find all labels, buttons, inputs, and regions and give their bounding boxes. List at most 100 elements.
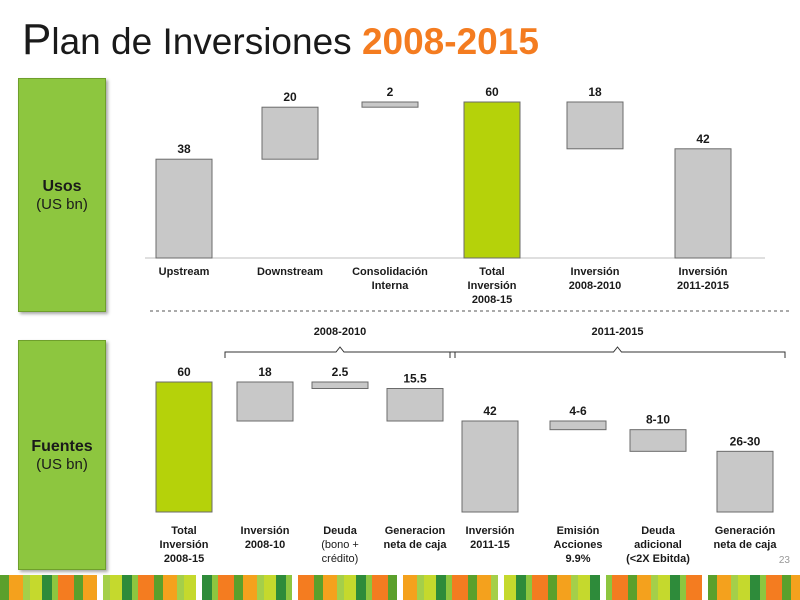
fuentes-category-label-1-1: 2008-10 (245, 539, 285, 551)
usos-unit: (US bn) (36, 195, 88, 213)
footer-stripe-segment (0, 575, 9, 600)
usos-category-label-4-1: 2008-2010 (569, 280, 622, 292)
usos-category-label-2-1: Interna (372, 280, 410, 292)
fuentes-category-label-6-0: Deuda (641, 525, 676, 537)
footer-stripe-segment (372, 575, 388, 600)
footer-stripe-segment (257, 575, 264, 600)
footer-stripe-segment (154, 575, 163, 600)
footer-stripe-segment (264, 575, 276, 600)
fuentes-value-label-0: 60 (177, 365, 191, 379)
footer-stripe-segment (103, 575, 110, 600)
fuentes-value-label-5: 4-6 (569, 404, 587, 418)
footer-stripe-segment (670, 575, 680, 600)
fuentes-bar-2 (311, 381, 369, 389)
fuentes-category-label-2-0: Deuda (323, 525, 358, 537)
period-bracket-0 (224, 346, 456, 358)
footer-stripe-segment (516, 575, 526, 600)
footer-stripe-segment (651, 575, 658, 600)
fuentes-bar-5 (549, 420, 607, 431)
usos-category-label-3-1: Inversión (468, 280, 517, 292)
footer-stripe-segment (782, 575, 791, 600)
fuentes-value-label-3: 15.5 (403, 372, 427, 386)
footer-stripe-segment (243, 575, 257, 600)
footer-stripe-segment (58, 575, 74, 600)
usos-category-label-3-2: 2008-15 (472, 294, 512, 306)
fuentes-category-label-0-1: Inversión (160, 539, 209, 551)
footer-stripe-segment (337, 575, 344, 600)
usos-category-label-2-0: Consolidación (352, 266, 428, 278)
usos-bar-3 (463, 101, 521, 259)
footer-stripe-segment (424, 575, 436, 600)
footer-stripe-segment (571, 575, 578, 600)
fuentes-value-label-4: 42 (483, 404, 497, 418)
fuentes-heading: Fuentes (31, 437, 93, 455)
fuentes-category-label-5-2: 9.9% (565, 553, 590, 565)
footer-stripe-segment (477, 575, 491, 600)
footer-stripe-segment (132, 575, 138, 600)
footer-stripe-segment (42, 575, 52, 600)
usos-category-label-5-0: Inversión (679, 266, 728, 278)
usos-bar-2 (361, 101, 419, 108)
footer-stripe-segment (791, 575, 800, 600)
footer-stripe-segment (417, 575, 424, 600)
footer-stripe-segment (388, 575, 397, 600)
fuentes-category-label-7-0: Generación (715, 525, 776, 537)
usos-value-label-0: 38 (177, 142, 191, 156)
footer-stripe-segment (658, 575, 670, 600)
footer-stripe-segment (9, 575, 23, 600)
period-bracket-1 (449, 346, 786, 358)
fuentes-panel: Fuentes (US bn) (18, 340, 106, 570)
footer-stripe-segment (750, 575, 760, 600)
usos-value-label-5: 42 (696, 132, 710, 146)
footer-stripe-segment (366, 575, 372, 600)
footer-stripe (0, 575, 800, 600)
fuentes-category-label-4-1: 2011-15 (470, 539, 510, 551)
footer-stripe-segment (218, 575, 234, 600)
fuentes-bar-3 (386, 388, 444, 422)
usos-value-label-2: 2 (387, 85, 394, 99)
fuentes-value-label-2: 2.5 (332, 365, 349, 379)
fuentes-category-label-2-2: crédito) (322, 553, 359, 565)
fuentes-category-label-1-0: Inversión (241, 525, 290, 537)
fuentes-unit: (US bn) (36, 455, 88, 473)
fuentes-bar-7 (716, 450, 774, 513)
footer-stripe-segment (122, 575, 132, 600)
footer-stripe-segment (766, 575, 782, 600)
footer-stripe-segment (526, 575, 532, 600)
footer-stripe-segment (202, 575, 212, 600)
fuentes-category-label-7-1: neta de caja (714, 539, 778, 551)
fuentes-category-label-4-0: Inversión (466, 525, 515, 537)
usos-bar-0 (155, 158, 213, 259)
period-bracket-label-0: 2008-2010 (314, 326, 367, 338)
fuentes-category-label-2-1: (bono + (321, 539, 359, 551)
fuentes-value-label-1: 18 (258, 365, 272, 379)
footer-stripe-segment (686, 575, 702, 600)
fuentes-category-label-0-2: 2008-15 (164, 553, 204, 565)
title-prefix: lan de Inversiones (51, 21, 362, 62)
fuentes-category-label-3-0: Generacion (385, 525, 446, 537)
fuentes-value-label-7: 26-30 (730, 434, 761, 448)
fuentes-bar-0 (155, 381, 213, 513)
footer-stripe-segment (52, 575, 58, 600)
footer-stripe-segment (738, 575, 750, 600)
footer-stripe-segment (184, 575, 196, 600)
usos-bar-1 (261, 106, 319, 160)
footer-stripe-segment (344, 575, 356, 600)
page-title: Plan de Inversiones 2008-2015 (22, 18, 539, 62)
footer-stripe-segment (452, 575, 468, 600)
fuentes-category-label-0-0: Total (171, 525, 196, 537)
footer-stripe-segment (532, 575, 548, 600)
fuentes-category-label-6-1: adicional (634, 539, 682, 551)
footer-stripe-segment (606, 575, 612, 600)
footer-stripe-segment (403, 575, 417, 600)
usos-value-label-4: 18 (588, 85, 602, 99)
footer-stripe-segment (30, 575, 42, 600)
usos-category-label-0-0: Upstream (159, 266, 210, 278)
footer-stripe-segment (83, 575, 97, 600)
usos-category-label-3-0: Total (479, 266, 504, 278)
title-prefix-initial: P (22, 15, 52, 64)
footer-stripe-segment (323, 575, 337, 600)
footer-stripe-segment (468, 575, 477, 600)
footer-stripe-segment (590, 575, 600, 600)
